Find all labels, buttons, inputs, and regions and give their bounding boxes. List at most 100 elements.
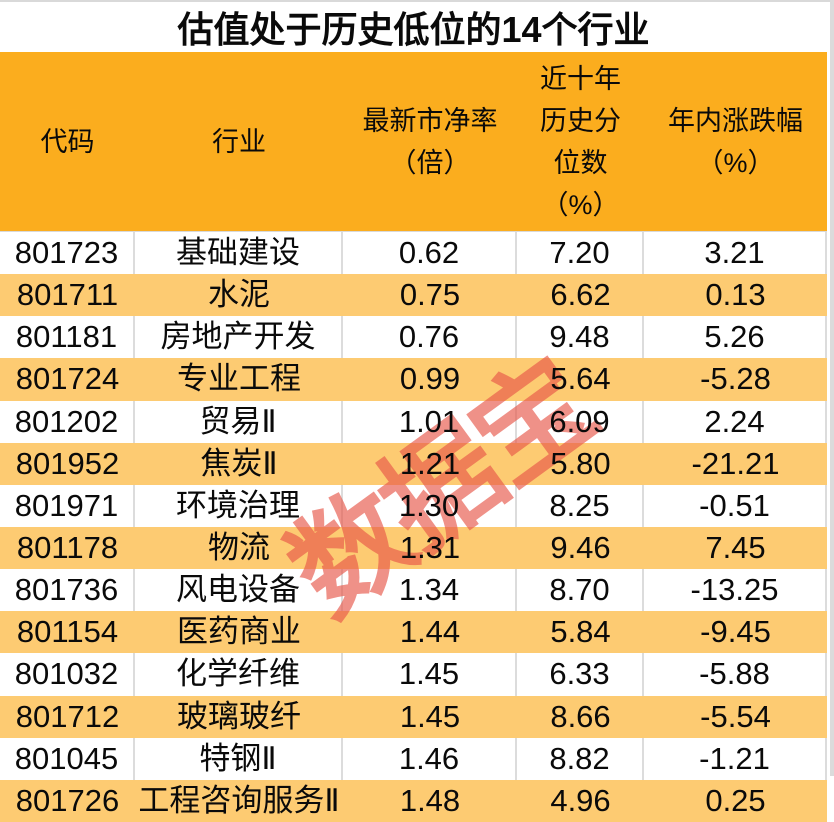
table-row: 801711 水泥 0.75 6.62 0.13 xyxy=(0,274,827,317)
cell-ytd: -0.51 xyxy=(644,484,827,527)
cell-industry-value: 贸易Ⅱ xyxy=(199,403,277,439)
cell-percentile: 6.62 xyxy=(517,274,644,316)
cell-industry-value: 环境治理 xyxy=(176,487,300,523)
cell-industry-value: 风电设备 xyxy=(176,572,300,608)
cell-percentile: 8.82 xyxy=(517,737,644,780)
cell-industry-value: 特钢Ⅱ xyxy=(199,740,277,776)
cell-pb-value: 1.48 xyxy=(399,782,461,818)
cell-pb: 1.46 xyxy=(343,737,517,780)
table-row: 801202 贸易Ⅱ 1.01 6.09 2.24 xyxy=(0,400,827,443)
cell-pb: 1.48 xyxy=(343,780,517,822)
cell-code: 801724 xyxy=(0,358,135,400)
cell-ytd-value: -9.45 xyxy=(700,614,771,650)
column-header-percentile: 近十年 历史分 位数 （%） xyxy=(517,52,644,231)
cell-ytd: -5.28 xyxy=(644,358,827,400)
cell-ytd: -1.21 xyxy=(644,737,827,780)
table-body: 801723 基础建设 0.62 7.20 3.21 801711 水泥 0.75 6.62 0.… xyxy=(0,232,827,822)
column-header-industry: 行业 xyxy=(135,52,343,231)
cell-pb-value: 1.45 xyxy=(399,698,461,734)
cell-ytd: -5.88 xyxy=(644,653,827,696)
table-row: 801032 化学纤维 1.45 6.33 -5.88 xyxy=(0,653,827,696)
right-edge-strip xyxy=(830,0,834,776)
cell-percentile-value: 9.48 xyxy=(549,319,610,355)
cell-pb: 1.34 xyxy=(343,569,517,612)
cell-industry-value: 医药商业 xyxy=(177,614,301,650)
cell-code-value: 801202 xyxy=(14,403,119,439)
cell-pb-value: 1.34 xyxy=(398,572,460,608)
cell-ytd: 2.24 xyxy=(644,400,827,443)
cell-industry: 水泥 xyxy=(135,274,343,316)
top-edge-strip xyxy=(0,0,834,2)
column-header-percentile-label: 近十年 历史分 位数 （%） xyxy=(540,63,621,220)
cell-ytd-value: -0.51 xyxy=(699,487,770,523)
cell-ytd-value: 2.24 xyxy=(704,403,765,439)
cell-percentile: 9.48 xyxy=(517,316,644,359)
cell-pb: 1.45 xyxy=(343,696,517,738)
cell-percentile: 9.46 xyxy=(517,527,644,569)
cell-code-value: 801712 xyxy=(15,698,120,734)
column-header-pb-ratio: 最新市净率 （倍） xyxy=(343,52,517,231)
cell-percentile-value: 6.62 xyxy=(550,277,611,313)
cell-pb: 0.75 xyxy=(343,274,517,316)
cell-percentile: 5.84 xyxy=(517,611,644,653)
cell-pb-value: 0.99 xyxy=(399,361,461,397)
cell-pb: 1.30 xyxy=(343,484,517,527)
cell-percentile: 7.20 xyxy=(517,232,644,275)
cell-code-value: 801154 xyxy=(16,614,119,650)
table-row: 801971 环境治理 1.30 8.25 -0.51 xyxy=(0,484,827,527)
cell-industry-value: 玻璃玻纤 xyxy=(177,698,301,734)
table-row: 801726 工程咨询服务Ⅱ 1.48 4.96 0.25 xyxy=(0,779,827,822)
cell-pb: 0.99 xyxy=(343,358,517,400)
cell-code: 801202 xyxy=(0,400,135,443)
cell-industry: 医药商业 xyxy=(135,611,343,653)
cell-code-value: 801723 xyxy=(14,235,119,271)
cell-code-value: 801724 xyxy=(15,361,120,397)
cell-ytd: -9.45 xyxy=(644,611,827,653)
cell-code-value: 801032 xyxy=(14,656,119,692)
cell-code-value: 801045 xyxy=(14,740,119,776)
cell-code: 801711 xyxy=(0,274,135,316)
cell-pb-value: 1.31 xyxy=(399,530,461,566)
table-header-row: 代码 行业 最新市净率 （倍） 近十年 历史分 位数 （%） 年内涨跌幅 （%） xyxy=(0,52,827,232)
cell-code: 801712 xyxy=(0,696,135,738)
cell-code: 801032 xyxy=(0,653,135,696)
cell-ytd: 0.13 xyxy=(644,274,827,316)
cell-code-value: 801736 xyxy=(14,572,119,608)
table-row: 801712 玻璃玻纤 1.45 8.66 -5.54 xyxy=(0,695,827,738)
table-row: 801154 医药商业 1.44 5.84 -9.45 xyxy=(0,611,827,654)
cell-pb-value: 1.46 xyxy=(398,740,460,776)
cell-percentile-value: 8.66 xyxy=(550,698,611,734)
cell-pb: 0.76 xyxy=(343,316,517,359)
cell-pb-value: 1.44 xyxy=(399,614,461,650)
cell-percentile-value: 8.82 xyxy=(549,740,610,776)
column-header-pb-ratio-label: 最新市净率 （倍） xyxy=(362,105,498,178)
cell-ytd-value: 5.26 xyxy=(704,319,765,355)
cell-percentile-value: 6.09 xyxy=(549,403,610,439)
cell-code-value: 801971 xyxy=(14,487,119,523)
page-title: 估值处于历史低位的14个行业 xyxy=(0,2,827,52)
cell-percentile: 5.64 xyxy=(517,358,644,400)
cell-percentile: 4.96 xyxy=(517,780,644,822)
cell-percentile-value: 5.84 xyxy=(550,614,611,650)
cell-ytd-value: 3.21 xyxy=(704,235,765,271)
cell-industry-value: 化学纤维 xyxy=(176,656,300,692)
cell-ytd-value: 7.45 xyxy=(705,530,766,566)
cell-percentile-value: 4.96 xyxy=(550,782,611,818)
cell-industry-value: 工程咨询服务Ⅱ xyxy=(138,782,340,818)
column-header-code: 代码 xyxy=(0,52,135,231)
cell-industry: 环境治理 xyxy=(135,484,343,527)
cell-ytd: -5.54 xyxy=(644,696,827,738)
cell-industry: 基础建设 xyxy=(135,232,343,275)
cell-code: 801181 xyxy=(0,316,135,359)
cell-industry-value: 物流 xyxy=(208,530,270,566)
cell-percentile: 8.70 xyxy=(517,569,644,612)
cell-industry: 物流 xyxy=(135,527,343,569)
cell-percentile-value: 5.64 xyxy=(550,361,611,397)
cell-ytd-value: -1.21 xyxy=(699,740,770,776)
cell-industry: 焦炭Ⅱ xyxy=(135,443,343,485)
cell-code-value: 801726 xyxy=(15,782,120,818)
cell-ytd-value: -21.21 xyxy=(691,445,780,481)
cell-industry-value: 专业工程 xyxy=(177,361,301,397)
cell-ytd-value: -5.28 xyxy=(700,361,771,397)
table-row: 801178 物流 1.31 9.46 7.45 xyxy=(0,526,827,570)
